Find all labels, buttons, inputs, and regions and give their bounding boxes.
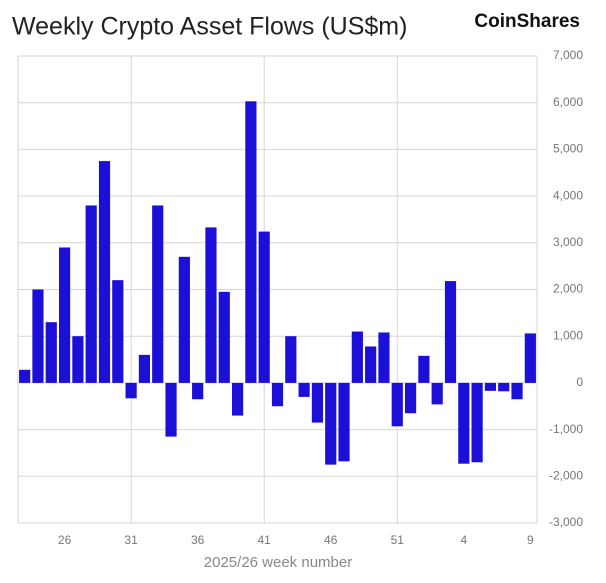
brand-logo: CoinShares: [474, 11, 580, 32]
x-axis-label: 2025/26 week number: [204, 554, 352, 571]
bar: [112, 280, 124, 383]
y-tick-label: 2,000: [553, 282, 583, 296]
bar: [458, 382, 470, 464]
bar: [72, 336, 84, 383]
bar: [138, 354, 151, 383]
bar: [45, 322, 57, 383]
bar: [431, 382, 443, 405]
bar: [325, 382, 337, 465]
bar: [511, 382, 523, 400]
bar: [271, 382, 284, 407]
y-tick-label: -3,000: [549, 515, 583, 529]
bar: [178, 256, 190, 383]
bar: [471, 382, 483, 463]
bar: [418, 355, 430, 383]
bar: [192, 382, 204, 400]
bar: [365, 346, 377, 383]
bar: [231, 382, 244, 416]
bar: [258, 231, 270, 383]
x-tick-label: 4: [460, 533, 467, 547]
bar: [85, 205, 97, 383]
bar: [218, 291, 230, 383]
bar: [338, 382, 350, 462]
bar: [298, 382, 310, 397]
bar: [351, 331, 363, 383]
x-tick-label: 51: [391, 533, 405, 547]
chart-title: Weekly Crypto Asset Flows (US$m): [12, 13, 407, 41]
bar: [32, 289, 44, 383]
bar: [378, 332, 390, 383]
y-tick-label: -2,000: [549, 468, 583, 482]
bar: [285, 336, 297, 383]
y-tick-label: 0: [576, 375, 583, 389]
y-tick-label: 4,000: [553, 188, 583, 202]
bar: [165, 382, 177, 437]
bar: [498, 382, 510, 392]
y-tick-label: 6,000: [553, 95, 583, 109]
x-tick-label: 41: [258, 533, 272, 547]
bar: [19, 369, 31, 383]
y-tick-label: -1,000: [549, 422, 583, 436]
y-tick-label: 3,000: [553, 235, 583, 249]
x-tick-label: 26: [58, 533, 72, 547]
bar: [391, 382, 403, 427]
bar: [404, 382, 417, 414]
bar: [484, 382, 497, 391]
y-tick-label: 5,000: [553, 142, 583, 156]
bar: [58, 247, 71, 383]
bar: [205, 227, 217, 383]
bar: [245, 101, 257, 383]
bar: [444, 281, 457, 383]
x-tick-label: 31: [124, 533, 138, 547]
x-tick-label: 36: [191, 533, 205, 547]
bar: [524, 333, 536, 383]
x-tick-label: 46: [324, 533, 338, 547]
bar: [98, 161, 111, 383]
bar: [311, 382, 324, 423]
x-tick-label: 9: [527, 533, 534, 547]
bar: [152, 205, 164, 383]
bar: [125, 382, 137, 399]
y-tick-label: 1,000: [553, 328, 583, 342]
y-tick-label: 7,000: [553, 48, 583, 62]
